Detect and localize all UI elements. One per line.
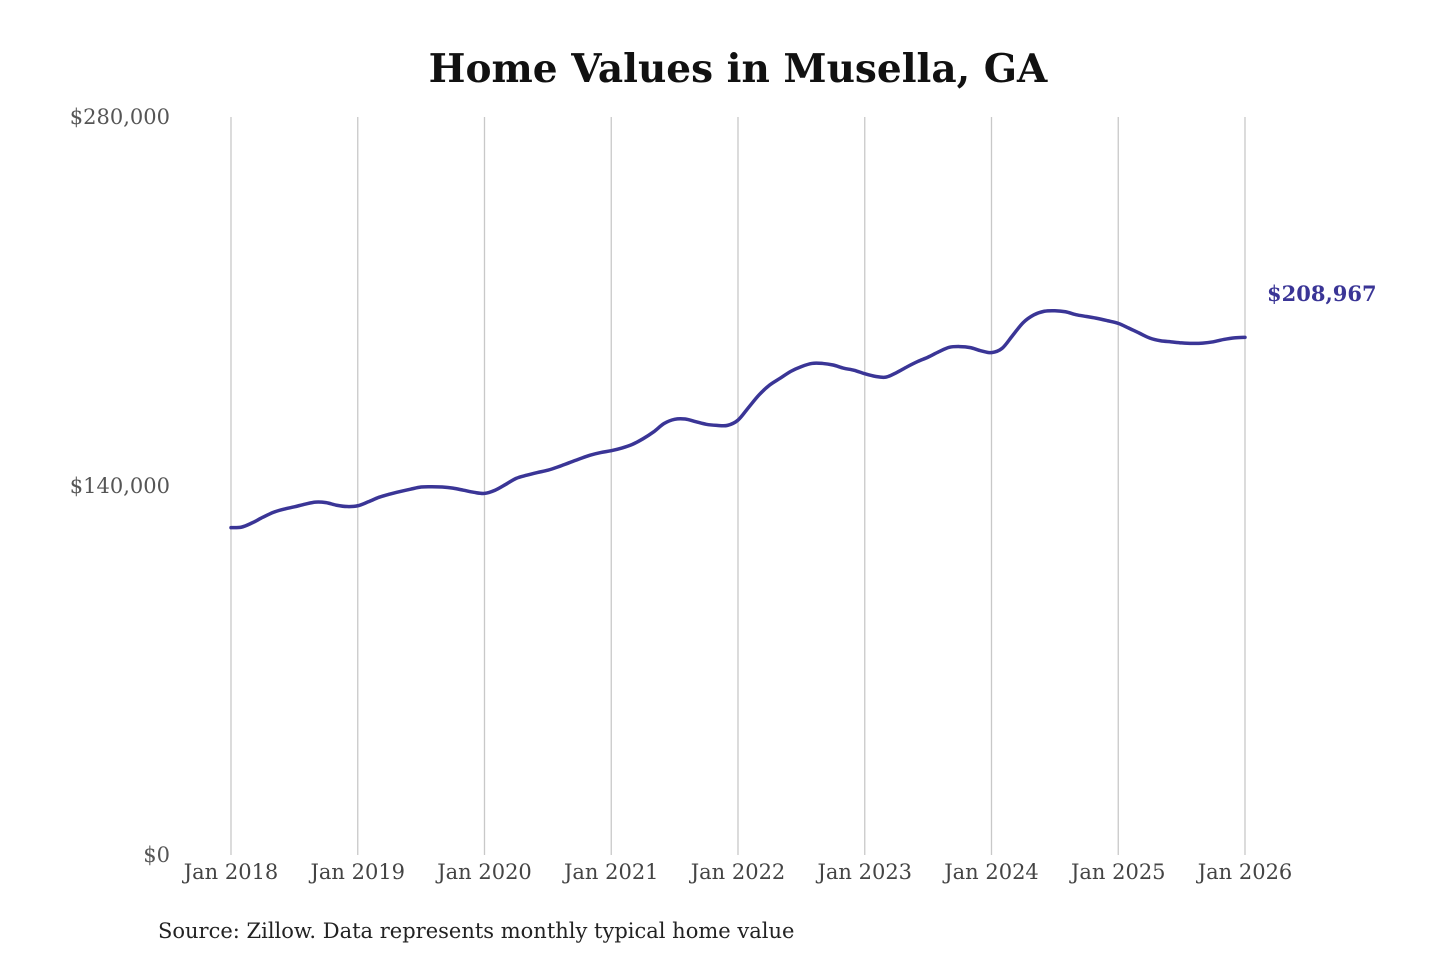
x-tick-label: Jan 2021: [562, 860, 659, 884]
chart-title: Home Values in Musella, GA: [429, 46, 1048, 92]
end-value-label: $208,967: [1267, 281, 1377, 306]
x-tick-label: Jan 2026: [1196, 860, 1293, 884]
x-tick-label: Jan 2018: [182, 860, 279, 884]
x-tick-label: Jan 2022: [689, 860, 786, 884]
y-tick-label: $280,000: [70, 105, 170, 129]
x-tick-label: Jan 2023: [815, 860, 912, 884]
gridlines: [230, 117, 1246, 855]
y-tick-label: $140,000: [70, 474, 170, 498]
source-note: Source: Zillow. Data represents monthly …: [158, 919, 794, 943]
series-line: [229, 308, 1247, 530]
y-tick-label: $0: [143, 843, 170, 867]
y-axis: $0 $140,000 $280,000: [70, 105, 170, 867]
plot-area: [229, 308, 1247, 530]
x-axis: Jan 2018 Jan 2019 Jan 2020 Jan 2021 Jan 2022…: [182, 860, 1293, 884]
x-tick-label: Jan 2025: [1069, 860, 1166, 884]
x-tick-label: Jan 2024: [942, 860, 1039, 884]
annotations: $208,967: [1267, 281, 1377, 306]
x-tick-label: Jan 2020: [435, 860, 532, 884]
x-tick-label: Jan 2019: [308, 860, 405, 884]
